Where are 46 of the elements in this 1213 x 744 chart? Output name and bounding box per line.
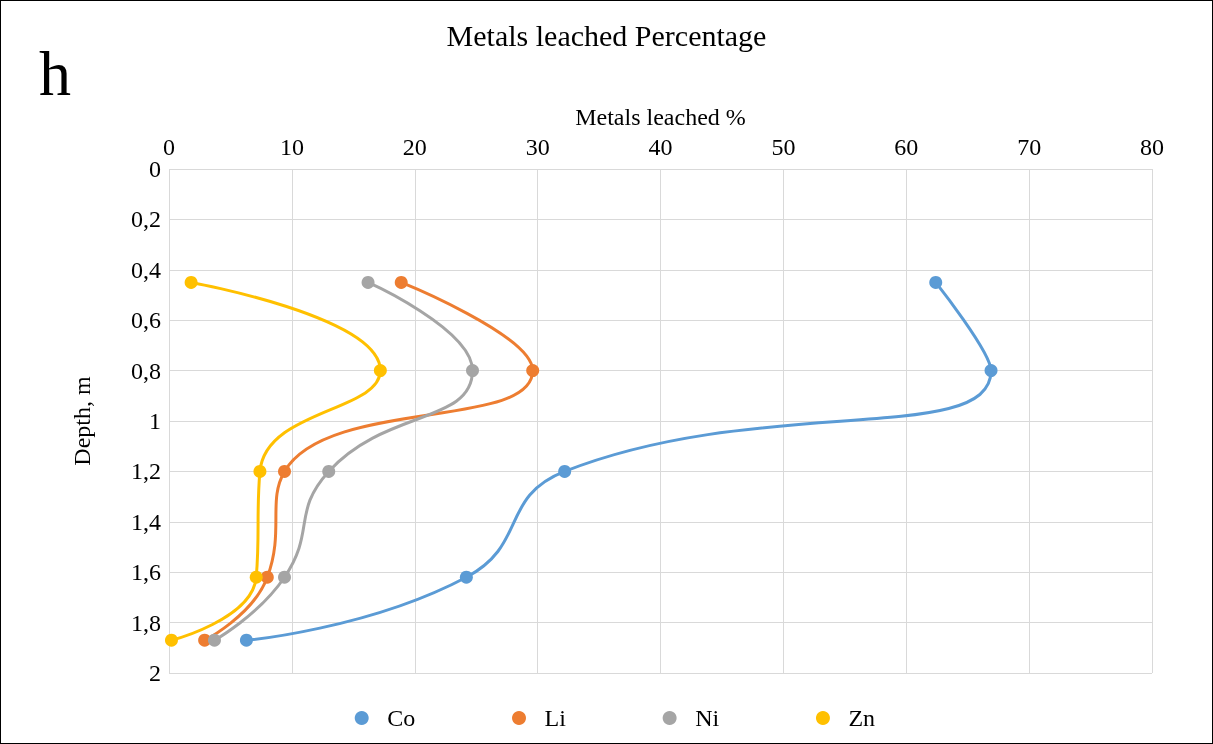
- y-tick-label: 0,2: [131, 206, 161, 233]
- point: [278, 464, 291, 478]
- x-tick-label: 10: [279, 134, 304, 160]
- x-tick-label: 80: [1140, 134, 1164, 160]
- point: [466, 364, 479, 378]
- x-axis-title: Metals leached %: [575, 104, 746, 130]
- y-tick-label: 0,8: [131, 357, 161, 384]
- x-tick-label: 70: [1017, 134, 1042, 160]
- legend-label: Ni: [695, 705, 720, 731]
- point: [239, 633, 253, 647]
- point: [253, 464, 267, 478]
- legend-label: Li: [544, 705, 567, 731]
- x-tick-label: 50: [771, 134, 796, 160]
- point: [278, 570, 291, 584]
- text: h: [39, 37, 71, 109]
- point: [373, 364, 387, 378]
- point: [164, 633, 178, 647]
- y-axis-title: Depth, m: [69, 376, 95, 466]
- x-tick-label: 30: [525, 134, 550, 160]
- y-tick-label: 0: [149, 156, 161, 182]
- chart-title: Metals leached Percentage: [446, 18, 767, 52]
- point: [207, 633, 221, 647]
- point: [558, 464, 572, 478]
- x-tick-label: 40: [648, 134, 673, 160]
- legend-label: Zn: [848, 705, 876, 731]
- y-tick-label: 1: [149, 408, 161, 434]
- point: [260, 570, 274, 584]
- point: [929, 275, 943, 289]
- y-tick-label: 0,4: [131, 256, 161, 283]
- point: [249, 570, 263, 584]
- point: [394, 275, 408, 289]
- y-tick-label: 0,6: [131, 307, 161, 334]
- y-tick-label: 1,4: [131, 508, 161, 535]
- y-tick-label: 2: [149, 660, 161, 686]
- point: [361, 275, 375, 289]
- y-tick-label: 1,6: [131, 559, 161, 586]
- point: [459, 570, 473, 584]
- point: [322, 464, 336, 478]
- x-tick-label: 60: [894, 134, 919, 160]
- legend-label: Co: [387, 705, 416, 731]
- y-tick-label: 1,8: [131, 609, 161, 636]
- point: [984, 364, 998, 378]
- y-tick-label: 1,2: [131, 458, 161, 485]
- point: [184, 275, 198, 289]
- point: [526, 364, 540, 378]
- x-tick-label: 20: [402, 134, 427, 160]
